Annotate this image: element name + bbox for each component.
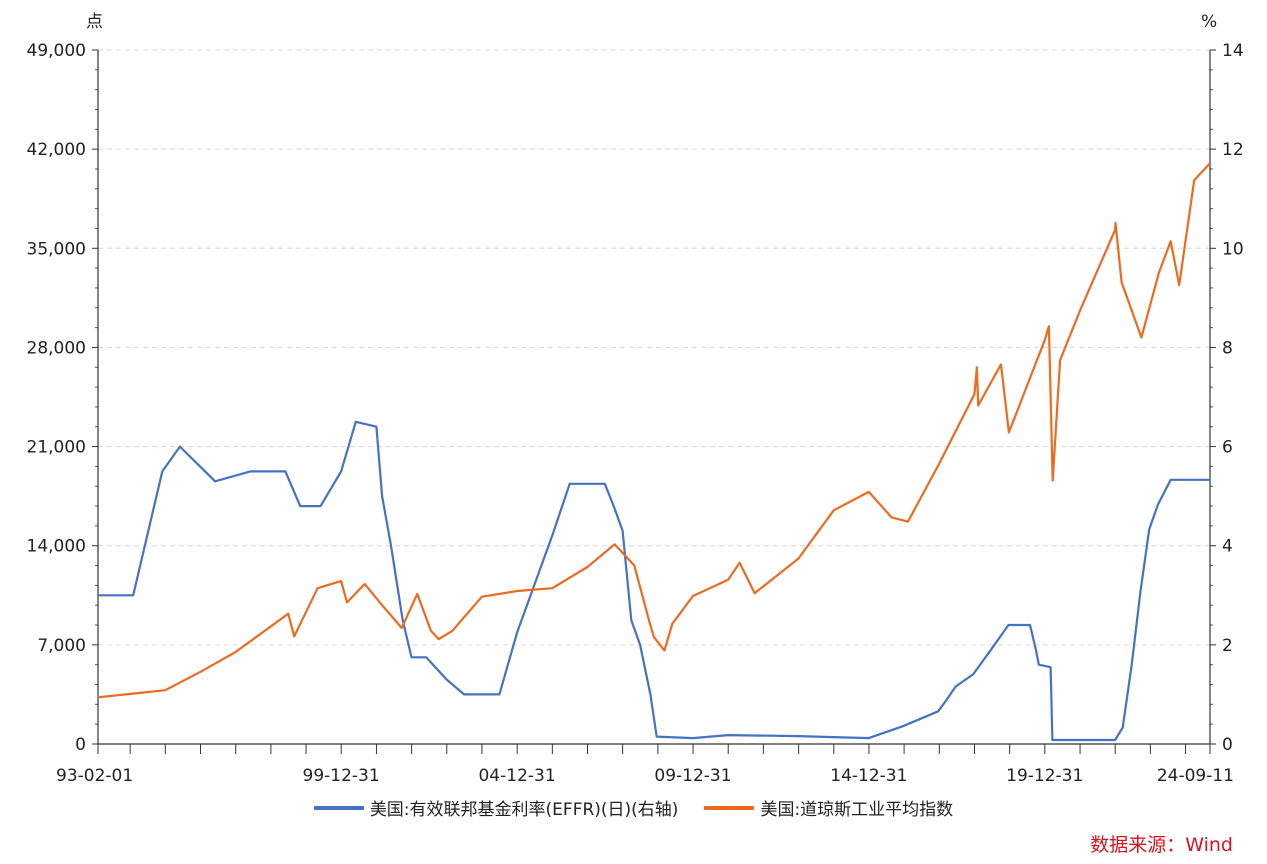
x-tick-label: 14-12-31 — [830, 766, 907, 786]
tick-labels: 0 0 7,000 2 14,000 4 21,000 6 28,000 8 35,000 10 42,… — [27, 41, 1244, 786]
x-tick-label: 99-12-31 — [303, 766, 380, 786]
left-tick-label: 42,000 — [27, 140, 86, 160]
legend-swatch-dow — [704, 805, 755, 810]
x-tick-label: 09-12-31 — [654, 766, 731, 786]
left-tick-label: 14,000 — [27, 537, 86, 557]
right-tick-label: 10 — [1222, 239, 1244, 259]
source-label: 数据来源：Wind — [1090, 834, 1233, 856]
dow-line — [97, 162, 1211, 699]
right-tick-label: 14 — [1222, 41, 1244, 61]
effr-line — [98, 420, 1210, 742]
legend-label-dow: 美国:道琼斯工业平均指数 — [760, 800, 954, 820]
left-unit-label: 点 — [86, 12, 103, 32]
legend-swatch-effr — [313, 805, 364, 810]
series-layer — [97, 162, 1211, 742]
right-tick-label: 6 — [1222, 438, 1233, 458]
right-tick-label: 4 — [1222, 537, 1233, 557]
right-tick-label: 12 — [1222, 140, 1244, 160]
x-tick-label: 24-09-11 — [1157, 766, 1234, 786]
left-tick-label: 21,000 — [27, 438, 86, 458]
x-tick-label: 93-02-01 — [56, 766, 133, 786]
right-tick-label: 8 — [1222, 338, 1233, 358]
left-tick-label: 49,000 — [27, 41, 86, 61]
legend-item-dow: 美国:道琼斯工业平均指数 — [704, 795, 953, 820]
grid-lines — [98, 49, 1210, 646]
right-unit-label: % — [1201, 12, 1217, 32]
left-tick-label: 35,000 — [27, 239, 86, 259]
line-chart: 0 0 7,000 2 14,000 4 21,000 6 28,000 8 35,000 10 42,… — [27, 12, 1244, 786]
left-tick-label: 7,000 — [37, 636, 86, 656]
legend-item-effr: 美国:有效联邦基金利率(EFFR)(日)(右轴) — [313, 795, 679, 820]
legend: 美国:有效联邦基金利率(EFFR)(日)(右轴) 美国:道琼斯工业平均指数 — [0, 795, 1267, 820]
x-tick-label: 04-12-31 — [478, 766, 555, 786]
left-tick-label: 0 — [75, 735, 86, 755]
right-tick-label: 0 — [1222, 735, 1233, 755]
axes — [92, 49, 1216, 754]
x-tick-label: 19-12-31 — [1006, 766, 1083, 786]
left-tick-label: 28,000 — [27, 338, 86, 358]
legend-label-effr: 美国:有效联邦基金利率(EFFR)(日)(右轴) — [369, 800, 679, 820]
right-tick-label: 2 — [1222, 636, 1233, 656]
